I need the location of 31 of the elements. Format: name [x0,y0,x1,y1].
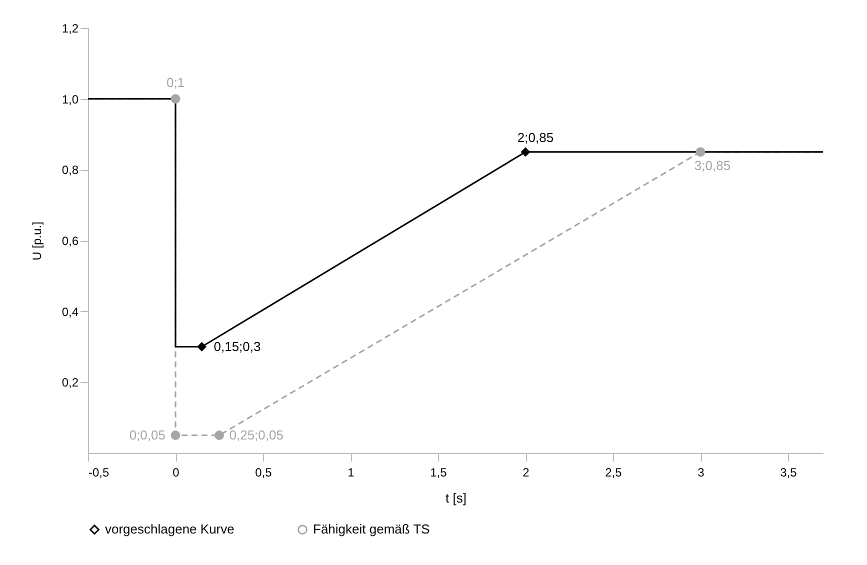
legend-label: Fähigkeit gemäß TS [313,522,430,537]
y-tick-label: 0,6 [62,234,79,248]
data-label: 2;0,85 [517,130,554,145]
point [170,430,180,440]
y-tick-label: 0,4 [62,304,79,319]
legend-label: vorgeschlagene Kurve [105,522,234,537]
point [520,147,530,157]
data-label: 3;0,85 [694,158,731,173]
point [197,342,206,352]
y-tick-label: 1,0 [62,92,79,106]
y-tick-label: 0,8 [62,163,79,178]
y-axis-title: U [p.u.] [30,222,44,260]
data-label: 0,25;0,05 [229,427,284,442]
data-label: 0;1 [166,74,185,90]
point [170,94,180,104]
x-tick-label: 0 [172,466,180,480]
x-tick-label: 1,5 [430,466,448,480]
point [696,147,706,157]
x-tick-label: -0,5 [88,466,110,480]
x-axis-title: t [s] [446,490,466,506]
y-tick-label: 1,2 [62,22,79,36]
point [214,430,224,440]
data-label: 0,15;0,3 [214,338,261,354]
x-tick-label: 3 [698,466,705,480]
x-tick-label: 0,5 [255,466,272,480]
data-label: 0;0,05 [129,427,166,442]
y-tick-label: 0,2 [62,376,79,390]
x-tick-label: 2,5 [605,466,622,480]
x-tick-label: 3,5 [780,466,798,480]
x-tick-label: 1 [348,466,355,480]
x-tick-label: 2 [522,466,530,480]
